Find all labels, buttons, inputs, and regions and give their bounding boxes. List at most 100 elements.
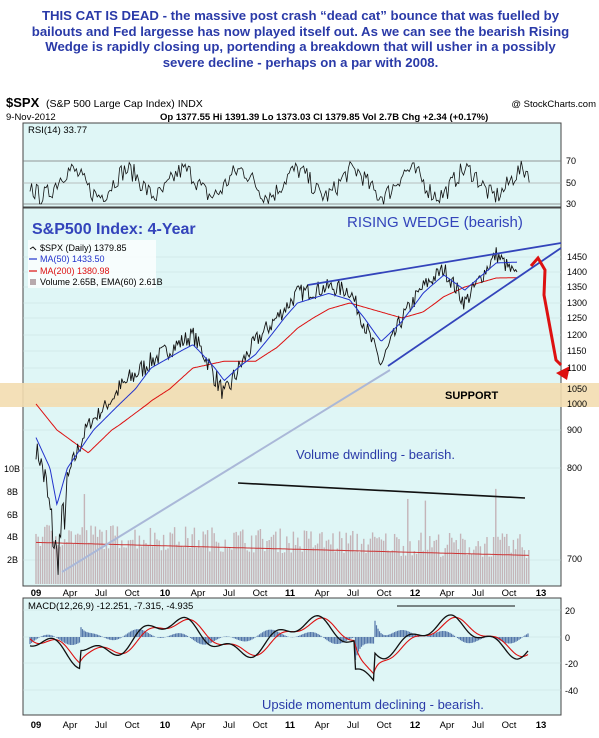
x-tick-label: Jul	[95, 588, 107, 599]
x-tick-label: Oct	[125, 720, 140, 731]
volume-tick-2b: 2B	[7, 555, 18, 565]
projection-arrowhead	[556, 366, 570, 380]
macd-histogram	[29, 620, 529, 661]
x-tick-label: 11	[285, 588, 296, 599]
price-line	[35, 247, 518, 575]
wedge-lower-line	[387, 247, 562, 367]
x-tick-label: Jul	[223, 720, 235, 731]
x-tick-label: Jul	[95, 720, 107, 731]
legend-price-swatch	[29, 246, 37, 251]
rsi-tick-50: 50	[566, 178, 576, 188]
x-tick-label: 12	[410, 588, 421, 599]
price-tick-1450: 1450	[567, 252, 587, 262]
x-tick-label: Apr	[191, 720, 206, 731]
x-tick-label: Jul	[347, 720, 359, 731]
price-tick-800: 800	[567, 463, 582, 473]
x-tick-label: Oct	[125, 588, 140, 599]
rsi-panel	[22, 122, 562, 208]
macd-line	[29, 614, 529, 682]
price-tick-1250: 1250	[567, 313, 587, 323]
x-tick-label: 10	[160, 720, 171, 731]
x-tick-label: 10	[160, 588, 171, 599]
volume-tick-4b: 4B	[7, 532, 18, 542]
price-tick-900: 900	[567, 425, 582, 435]
ma50-line	[35, 261, 518, 507]
source-credit: @ StockCharts.com	[511, 99, 596, 110]
volume-ema-line	[35, 541, 529, 556]
x-tick-label: Apr	[63, 588, 78, 599]
price-tick-1200: 1200	[567, 330, 587, 340]
x-tick-label: Apr	[63, 720, 78, 731]
macd-tick-neg20: -20	[565, 659, 578, 669]
rsi-label: RSI(14) 33.77	[28, 125, 87, 136]
x-tick-label: 13	[536, 720, 547, 731]
index-name: (S&P 500 Large Cap Index) INDX	[46, 98, 203, 110]
projection-arrow	[529, 255, 563, 367]
volume-tick-6b: 6B	[7, 510, 18, 520]
x-tick-label: Apr	[315, 588, 330, 599]
macd-tick-0: 0	[565, 633, 570, 643]
price-tick-1100: 1100	[567, 363, 586, 373]
volume-trendline	[237, 482, 526, 499]
x-tick-label: Apr	[315, 720, 330, 731]
x-tick-label: Jul	[472, 720, 484, 731]
x-tick-label: Apr	[440, 720, 455, 731]
macd-label: MACD(12,26,9) -12.251, -7.315, -4.935	[28, 601, 193, 612]
wedge-upper-line	[307, 242, 562, 286]
wedge-annotation: RISING WEDGE (bearish)	[347, 214, 523, 231]
volume-tick-10b: 10B	[4, 464, 20, 474]
x-tick-label: Oct	[253, 720, 268, 731]
volume-tick-8b: 8B	[7, 487, 18, 497]
price-tick-1400: 1400	[567, 267, 587, 277]
x-axis-labels-main: 09 Apr Jul Oct 10 Apr Jul Oct 11 Apr Jul Oct 12 Apr Ju…	[31, 588, 547, 599]
legend-volume-swatch	[30, 279, 36, 285]
rsi-line	[29, 160, 530, 205]
macd-signal-line	[29, 616, 529, 675]
x-tick-label: Oct	[502, 588, 517, 599]
x-tick-label: Oct	[377, 720, 392, 731]
volume-annotation: Volume dwindling - bearish.	[296, 447, 455, 462]
x-tick-label: Apr	[191, 588, 206, 599]
volume-bars	[35, 488, 530, 584]
support-label: SUPPORT	[445, 390, 498, 402]
price-tick-1050: 1050	[567, 384, 587, 394]
x-tick-label: Oct	[253, 588, 268, 599]
x-tick-label: Oct	[377, 588, 392, 599]
rsi-tick-70: 70	[566, 156, 576, 166]
x-axis-labels-macd: 09 Apr Jul Oct 10 Apr Jul Oct 11 Apr Jul Oct 12 Apr Ju…	[31, 720, 547, 731]
legend-box	[28, 240, 156, 288]
x-tick-label: 12	[410, 720, 421, 731]
x-tick-label: Jul	[472, 588, 484, 599]
chart-date: 9-Nov-2012	[6, 112, 56, 123]
momentum-annotation: Upside momentum declining - bearish.	[262, 697, 484, 712]
ma200-line	[35, 277, 517, 454]
x-tick-label: Apr	[440, 588, 455, 599]
price-tick-1150: 1150	[567, 346, 586, 356]
price-tick-1000: 1000	[567, 399, 587, 409]
price-tick-1300: 1300	[567, 298, 587, 308]
price-tick-700: 700	[567, 554, 582, 564]
x-tick-label: Jul	[347, 588, 359, 599]
legend-price: $SPX (Daily) 1379.85	[40, 243, 127, 253]
x-tick-label: Oct	[502, 720, 517, 731]
macd-tick-neg40: -40	[565, 686, 578, 696]
legend-volume: Volume 2.65B, EMA(60) 2.61B	[40, 277, 163, 287]
x-tick-label: 09	[31, 720, 42, 731]
price-tick-1350: 1350	[567, 282, 587, 292]
rsi-tick-30: 30	[566, 199, 576, 209]
chart-title: S&P500 Index: 4-Year	[32, 221, 196, 238]
long-trendline	[61, 369, 391, 573]
x-tick-label: 13	[536, 588, 547, 599]
headline-annotation: THIS CAT IS DEAD - the massive post cras…	[31, 8, 570, 70]
x-tick-label: Jul	[223, 588, 235, 599]
legend-ma50: MA(50) 1433.50	[40, 254, 105, 264]
legend-ma200: MA(200) 1380.98	[40, 266, 110, 276]
symbol-label: $SPX	[6, 95, 40, 110]
x-tick-label: 09	[31, 588, 42, 599]
macd-tick-20: 20	[565, 606, 575, 616]
x-tick-label: 11	[285, 720, 296, 731]
quote-line: Op 1377.55 Hi 1391.39 Lo 1373.03 Cl 1379…	[160, 112, 488, 123]
macd-panel	[22, 597, 562, 716]
support-zone	[0, 383, 599, 407]
